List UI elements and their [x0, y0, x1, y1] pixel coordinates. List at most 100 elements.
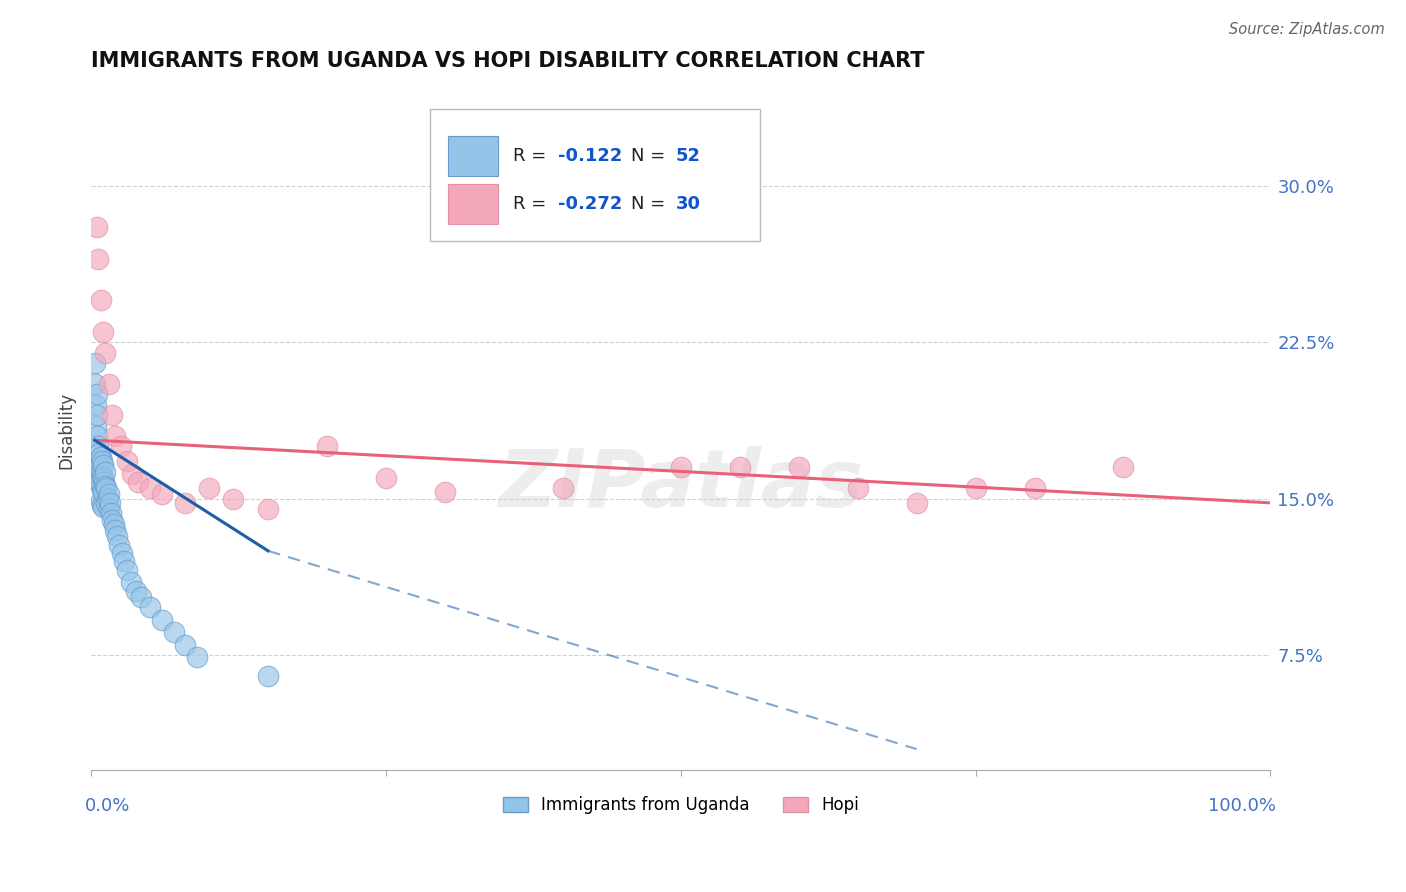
Point	[139, 481, 162, 495]
Point	[150, 487, 173, 501]
Point	[87, 467, 110, 481]
Point	[104, 429, 127, 443]
Point	[257, 669, 280, 683]
Point	[120, 575, 142, 590]
Point	[84, 418, 107, 433]
Point	[905, 496, 928, 510]
Point	[89, 460, 111, 475]
Point	[965, 481, 987, 495]
Point	[90, 293, 112, 308]
Point	[96, 496, 118, 510]
Point	[112, 554, 135, 568]
Point	[93, 475, 115, 489]
Point	[86, 387, 108, 401]
Point	[86, 429, 108, 443]
Point	[103, 516, 125, 531]
Point	[108, 538, 131, 552]
Text: 52: 52	[676, 147, 702, 165]
Point	[90, 465, 112, 479]
Point	[669, 460, 692, 475]
Text: N =: N =	[631, 194, 671, 212]
Point	[101, 408, 124, 422]
FancyBboxPatch shape	[449, 184, 498, 224]
Text: Source: ZipAtlas.com: Source: ZipAtlas.com	[1229, 22, 1385, 37]
Point	[846, 481, 869, 495]
Text: 0.0%: 0.0%	[86, 797, 131, 815]
Point	[91, 471, 114, 485]
Point	[121, 467, 143, 481]
FancyBboxPatch shape	[449, 136, 498, 176]
Point	[91, 485, 114, 500]
Point	[125, 583, 148, 598]
Point	[97, 487, 120, 501]
Point	[100, 506, 122, 520]
Point	[86, 408, 108, 422]
Point	[101, 512, 124, 526]
Point	[91, 325, 114, 339]
Point	[83, 376, 105, 391]
Point	[1024, 481, 1046, 495]
Point	[174, 496, 197, 510]
Point	[90, 493, 112, 508]
Point	[163, 625, 186, 640]
Text: ZIPatlas: ZIPatlas	[498, 446, 863, 524]
Text: 30: 30	[676, 194, 702, 212]
Point	[89, 475, 111, 489]
Point	[129, 590, 152, 604]
Text: IMMIGRANTS FROM UGANDA VS HOPI DISABILITY CORRELATION CHART: IMMIGRANTS FROM UGANDA VS HOPI DISABILIT…	[91, 51, 925, 70]
Text: N =: N =	[631, 147, 671, 165]
Point	[150, 613, 173, 627]
Point	[90, 498, 112, 512]
Point	[98, 496, 121, 510]
Point	[105, 529, 128, 543]
Point	[433, 485, 456, 500]
Point	[728, 460, 751, 475]
Point	[96, 481, 118, 495]
Point	[94, 479, 117, 493]
Point	[87, 454, 110, 468]
Point	[87, 252, 110, 266]
Point	[91, 458, 114, 473]
Point	[90, 479, 112, 493]
Point	[97, 502, 120, 516]
Text: -0.272: -0.272	[558, 194, 623, 212]
Point	[91, 500, 114, 514]
Point	[174, 638, 197, 652]
Point	[86, 220, 108, 235]
Point	[115, 563, 138, 577]
Point	[90, 468, 112, 483]
Point	[375, 471, 398, 485]
Point	[787, 460, 810, 475]
Point	[257, 502, 280, 516]
Text: -0.122: -0.122	[558, 147, 623, 165]
Point	[89, 446, 111, 460]
Point	[90, 450, 112, 464]
Point	[111, 546, 134, 560]
Point	[316, 440, 339, 454]
Legend: Immigrants from Uganda, Hopi: Immigrants from Uganda, Hopi	[495, 788, 868, 822]
Point	[104, 523, 127, 537]
Point	[221, 491, 243, 506]
Point	[94, 345, 117, 359]
Point	[90, 483, 112, 498]
Point	[1112, 460, 1135, 475]
Point	[198, 481, 221, 495]
Text: 100.0%: 100.0%	[1208, 797, 1277, 815]
Point	[186, 650, 208, 665]
Point	[97, 376, 120, 391]
Point	[84, 398, 107, 412]
Text: R =: R =	[513, 147, 553, 165]
Point	[87, 440, 110, 454]
Text: R =: R =	[513, 194, 553, 212]
Point	[90, 454, 112, 468]
Point	[139, 600, 162, 615]
Y-axis label: Disability: Disability	[58, 392, 75, 469]
Point	[97, 491, 120, 506]
Point	[127, 475, 149, 489]
Point	[94, 465, 117, 479]
Point	[83, 356, 105, 370]
Point	[115, 454, 138, 468]
FancyBboxPatch shape	[430, 109, 759, 241]
Point	[110, 440, 132, 454]
Point	[551, 481, 574, 495]
